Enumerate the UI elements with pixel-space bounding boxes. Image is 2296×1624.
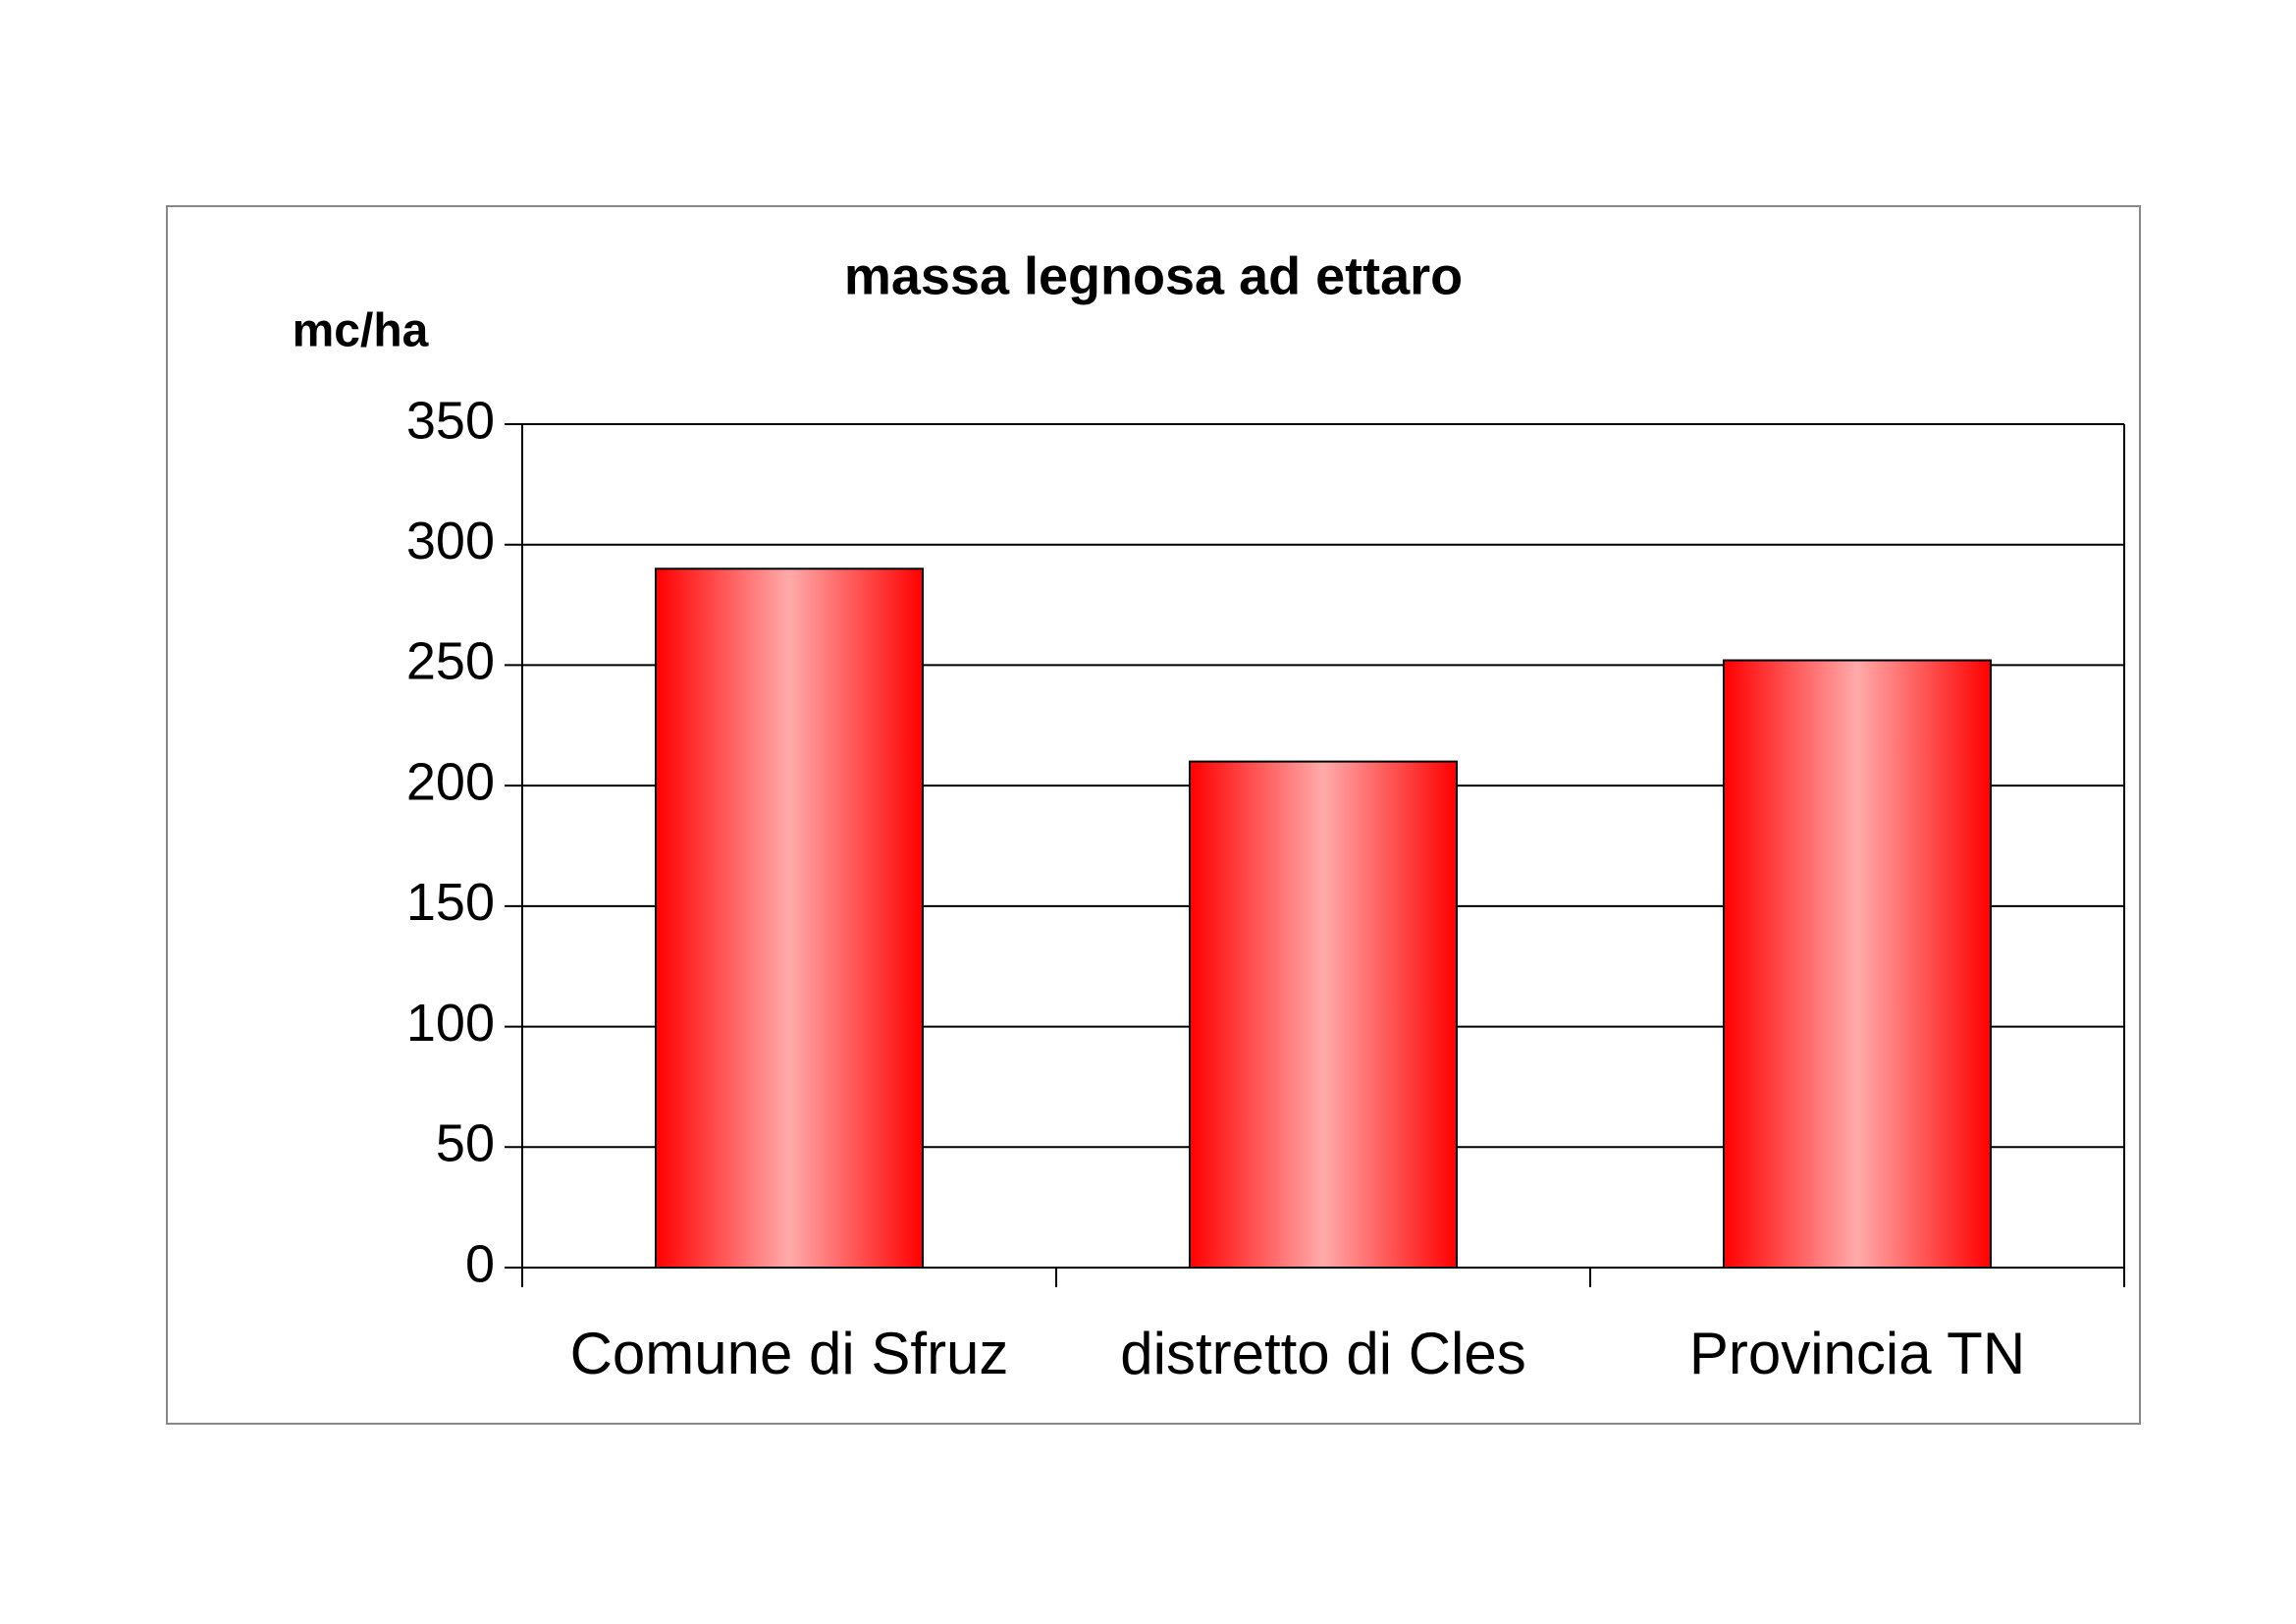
x-tick-label: distretto di Cles [1120, 1321, 1526, 1386]
y-tick-label: 250 [406, 632, 495, 691]
bar [1189, 760, 1458, 1269]
y-axis-label: mc/ha [293, 305, 429, 357]
x-tick-label: Provincia TN [1689, 1321, 2025, 1386]
y-tick-label: 100 [406, 994, 495, 1053]
chart-title: massa legnosa ad ettaro [844, 246, 1463, 305]
x-tick-label: Comune di Sfruz [570, 1321, 1009, 1386]
y-tick-label: 150 [406, 873, 495, 932]
y-tick-label: 0 [465, 1234, 495, 1293]
y-tick-label: 300 [406, 512, 495, 570]
bar [655, 568, 924, 1269]
bar [1723, 659, 1992, 1269]
y-tick-label: 350 [406, 391, 495, 450]
y-tick-label: 50 [436, 1114, 495, 1173]
y-tick-label: 200 [406, 752, 495, 811]
